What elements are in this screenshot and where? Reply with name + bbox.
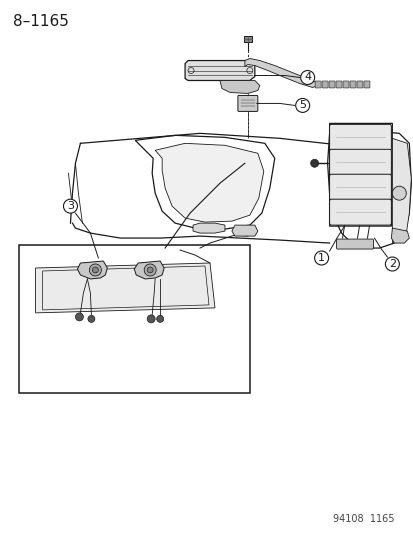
Text: 3: 3: [67, 201, 74, 211]
Circle shape: [88, 316, 95, 322]
Polygon shape: [392, 139, 411, 243]
Circle shape: [147, 315, 155, 323]
Circle shape: [92, 267, 98, 273]
FancyBboxPatch shape: [342, 81, 348, 88]
Polygon shape: [192, 223, 224, 233]
FancyBboxPatch shape: [314, 81, 320, 88]
FancyBboxPatch shape: [363, 81, 369, 88]
Text: 1: 1: [317, 253, 324, 263]
Circle shape: [314, 251, 328, 265]
FancyBboxPatch shape: [237, 95, 257, 111]
Text: 2: 2: [388, 259, 395, 269]
Text: 5: 5: [299, 100, 306, 110]
Circle shape: [144, 264, 156, 276]
Circle shape: [63, 199, 77, 213]
FancyBboxPatch shape: [336, 239, 373, 249]
FancyBboxPatch shape: [329, 199, 390, 225]
Circle shape: [147, 267, 153, 273]
Polygon shape: [155, 143, 263, 222]
FancyBboxPatch shape: [19, 245, 249, 393]
Circle shape: [89, 264, 101, 276]
FancyBboxPatch shape: [321, 81, 327, 88]
FancyBboxPatch shape: [329, 124, 390, 150]
Polygon shape: [36, 263, 214, 313]
Polygon shape: [390, 228, 408, 243]
Text: 8–1165: 8–1165: [13, 14, 69, 29]
FancyBboxPatch shape: [356, 81, 362, 88]
Text: 94108  1165: 94108 1165: [332, 514, 394, 524]
Polygon shape: [219, 80, 259, 93]
FancyBboxPatch shape: [329, 174, 390, 200]
Circle shape: [310, 159, 318, 167]
FancyBboxPatch shape: [329, 149, 390, 175]
Circle shape: [75, 313, 83, 321]
Polygon shape: [77, 261, 107, 279]
FancyBboxPatch shape: [243, 36, 251, 42]
FancyBboxPatch shape: [335, 81, 341, 88]
Circle shape: [156, 316, 163, 322]
Polygon shape: [244, 59, 317, 87]
Polygon shape: [134, 261, 164, 279]
Polygon shape: [185, 61, 254, 80]
FancyBboxPatch shape: [328, 81, 334, 88]
Circle shape: [385, 257, 399, 271]
Circle shape: [295, 99, 309, 112]
Circle shape: [392, 186, 405, 200]
Polygon shape: [231, 225, 257, 236]
Circle shape: [300, 70, 314, 84]
Text: 4: 4: [304, 72, 311, 83]
FancyBboxPatch shape: [349, 81, 355, 88]
